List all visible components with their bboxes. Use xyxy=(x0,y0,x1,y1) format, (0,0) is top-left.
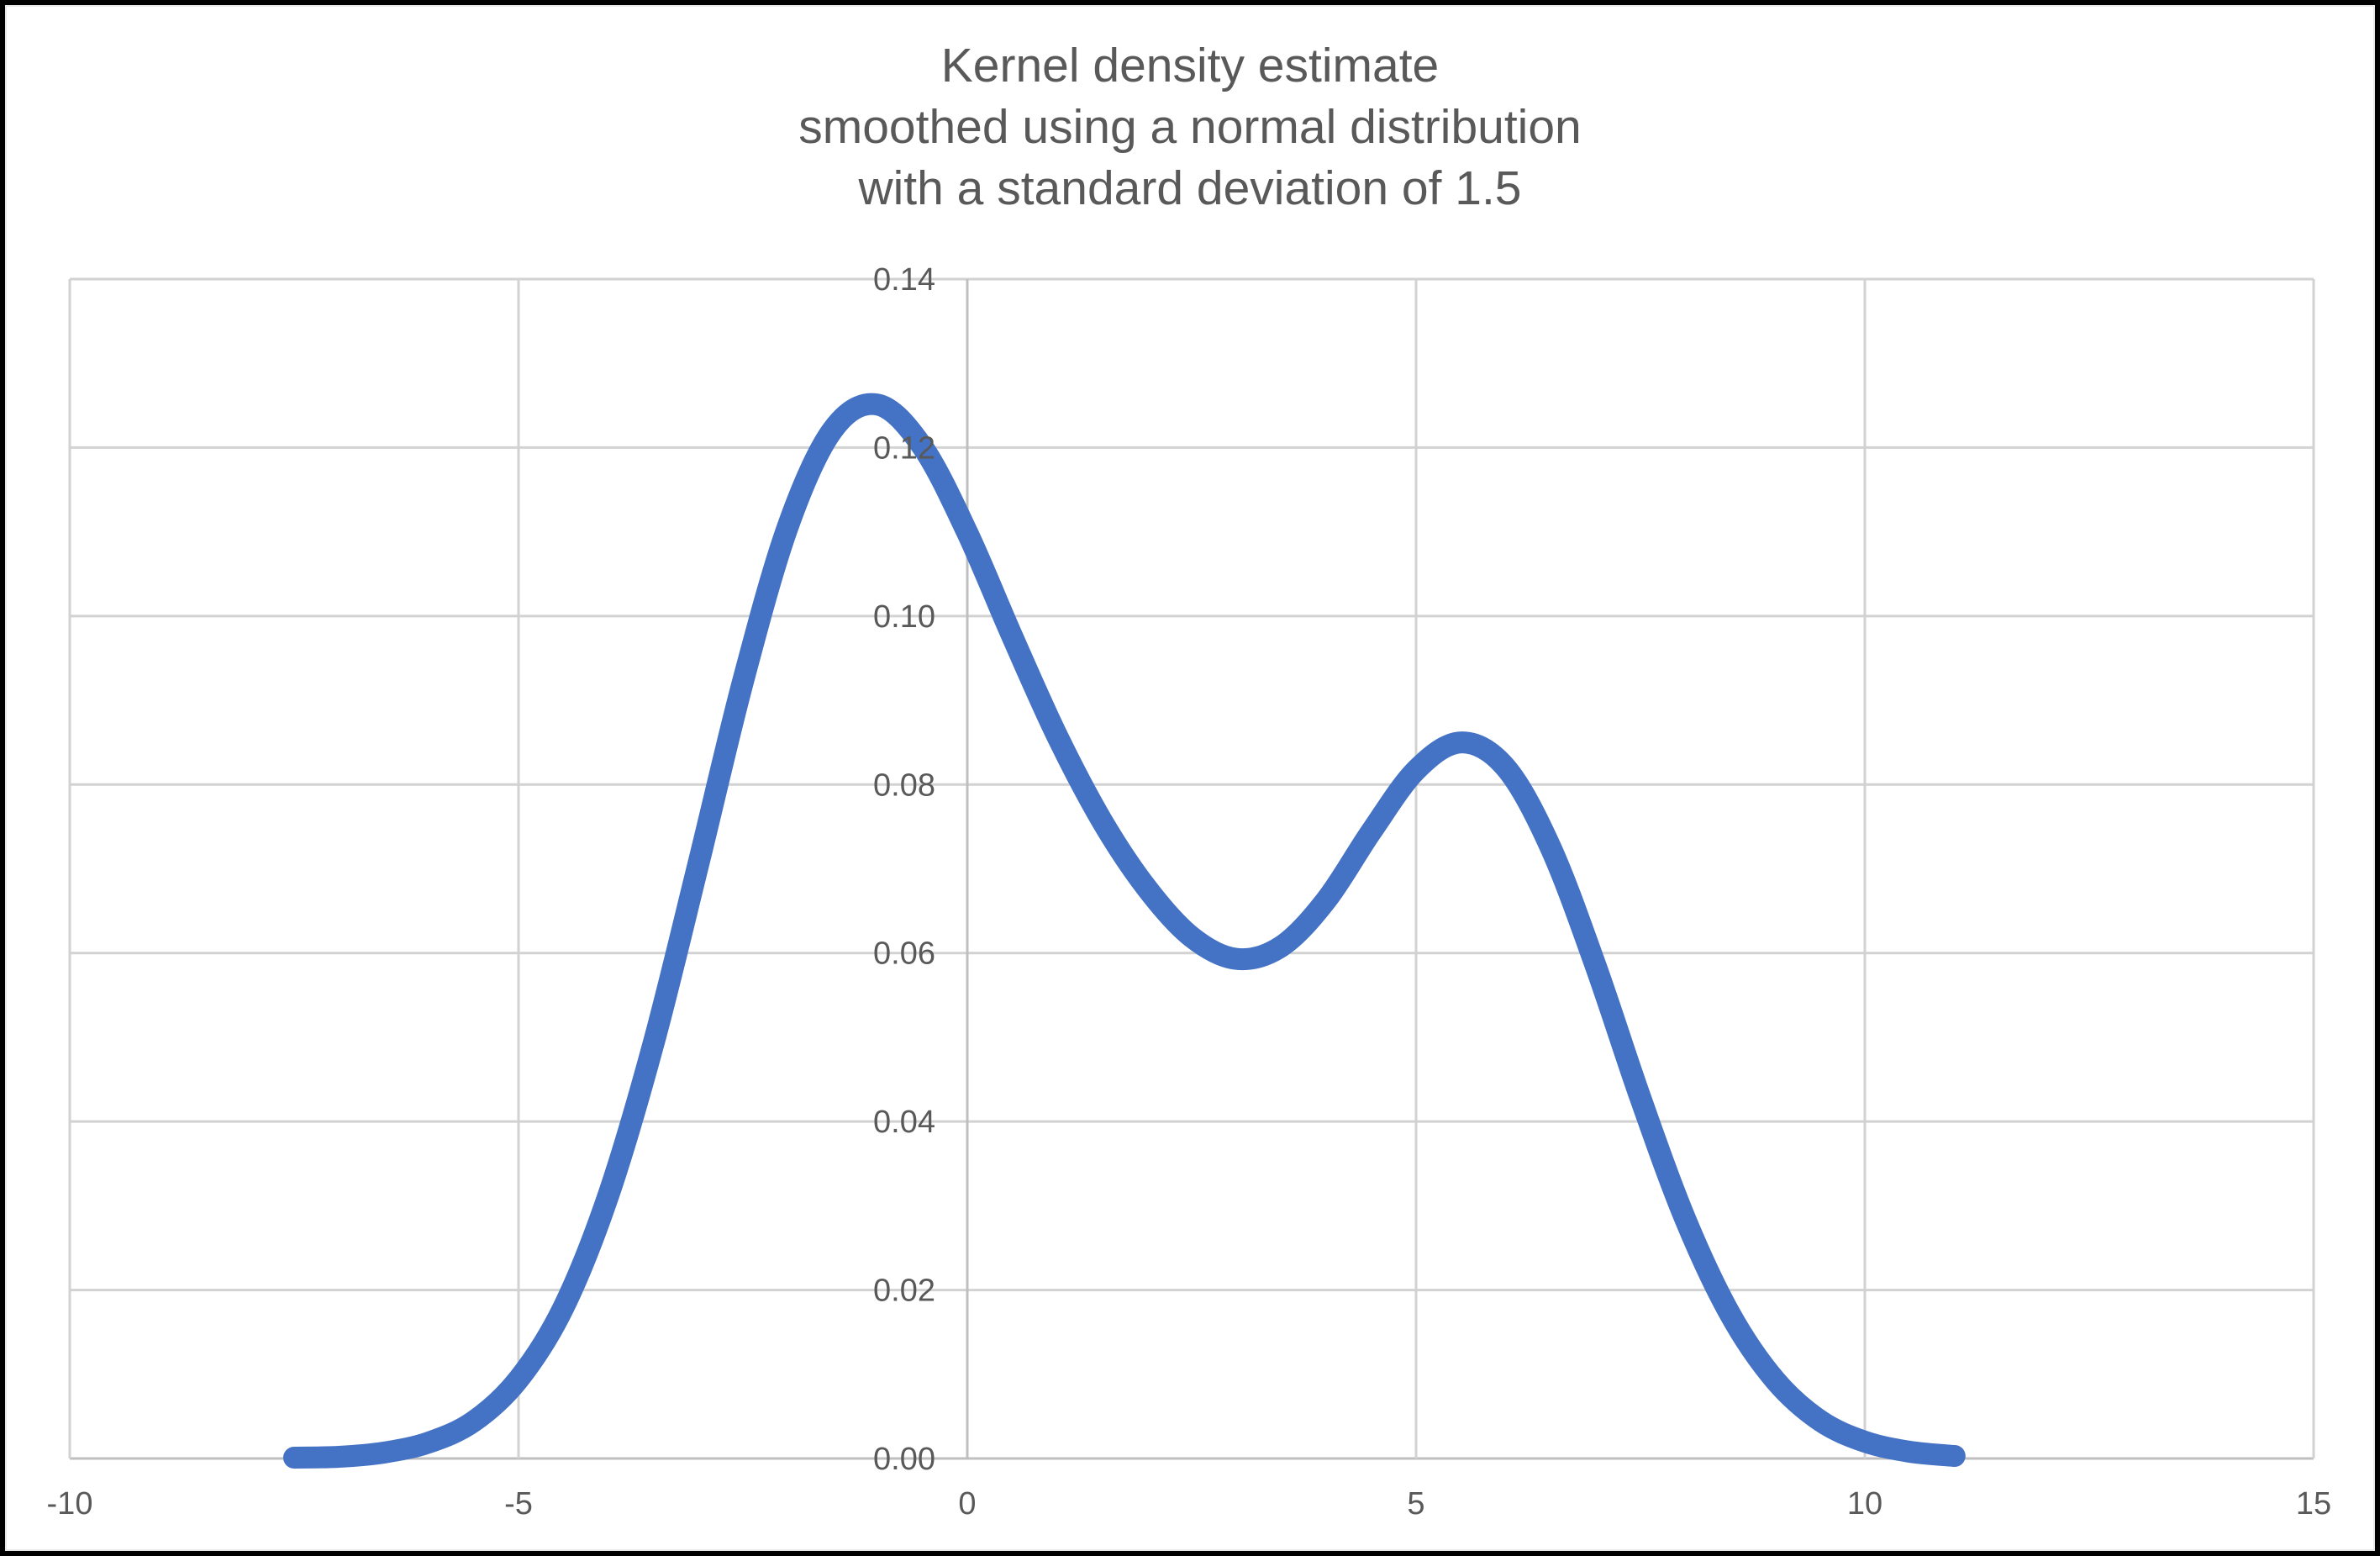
y-tick-label: 0.14 xyxy=(873,262,935,298)
chart-title-line-1: Kernel density estimate xyxy=(940,39,1440,92)
x-tick-label: 10 xyxy=(1847,1486,1882,1522)
y-tick-label: 0.10 xyxy=(873,599,935,635)
y-tick-label: 0.04 xyxy=(873,1105,935,1140)
chart-title-line-3: with a standard deviation of 1.5 xyxy=(858,161,1522,215)
chart-title: Kernel density estimate smoothed using a… xyxy=(0,35,2380,219)
chart-title-line-2: smoothed using a normal distribution xyxy=(798,100,1582,154)
x-tick-label: -5 xyxy=(504,1486,533,1522)
y-tick-label: 0.12 xyxy=(873,430,935,466)
y-tick-label: 0.02 xyxy=(873,1274,935,1309)
x-tick-label: 15 xyxy=(2296,1486,2331,1522)
x-tick-label: -10 xyxy=(47,1486,93,1522)
y-tick-label: 0.00 xyxy=(873,1442,935,1477)
chart-background xyxy=(5,5,2375,1551)
kde-curve xyxy=(283,393,1966,1469)
y-tick-label: 0.08 xyxy=(873,767,935,803)
x-tick-label: 0 xyxy=(958,1486,976,1522)
x-tick-label: 5 xyxy=(1407,1486,1424,1522)
y-tick-label: 0.06 xyxy=(873,936,935,972)
